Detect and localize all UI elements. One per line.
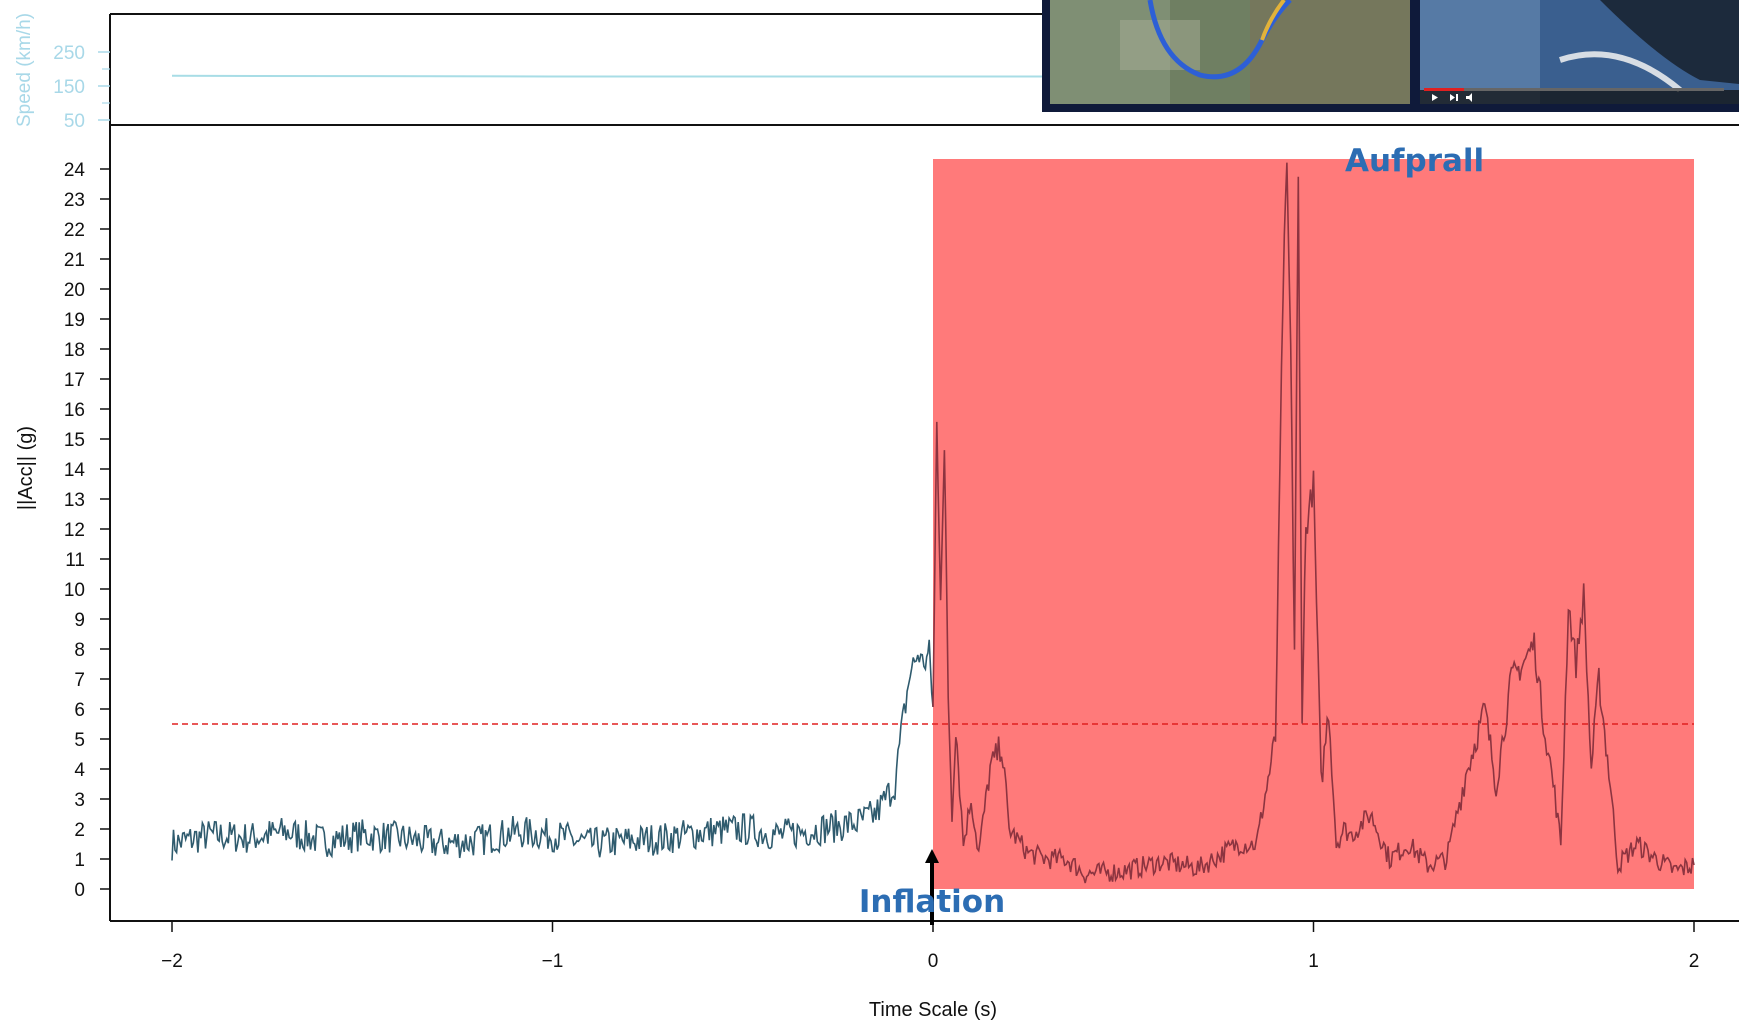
x-tick-label: 1	[1308, 951, 1319, 972]
y-tick-label: 17	[64, 370, 85, 391]
y-tick-label: 7	[74, 670, 85, 691]
y-tick-label: 22	[64, 220, 85, 241]
y-tick-label: 23	[64, 190, 85, 211]
x-tick-label: −1	[542, 951, 564, 972]
y-tick-label: 15	[64, 430, 85, 451]
acceleration-panel: 0123456789101112131415161718192021222324…	[15, 125, 1739, 1021]
x-tick-label: −2	[161, 951, 183, 972]
x-tick-label: 2	[1689, 951, 1700, 972]
impact-region	[933, 159, 1694, 889]
video-thumbnail[interactable]	[1414, 0, 1739, 112]
speed-axis-title: Speed (km/h)	[14, 13, 35, 127]
y-tick-label: 5	[74, 730, 85, 751]
y-tick-label: 4	[74, 760, 85, 781]
video-thumbnails	[1042, 0, 1739, 112]
y-tick-label: 11	[65, 550, 85, 571]
y-tick-label: 24	[64, 160, 86, 181]
y-tick-label: 16	[64, 400, 85, 421]
speed-tick-label: 250	[53, 43, 85, 64]
y-tick-label: 8	[74, 640, 85, 661]
y-tick-label: 14	[64, 460, 86, 481]
y-tick-label: 19	[64, 310, 85, 331]
impact-label: Aufprall	[1345, 143, 1484, 179]
y-tick-label: 6	[74, 700, 85, 721]
speed-tick-label: 50	[64, 111, 85, 132]
x-axis-ticks: −2 −1 0 1 2	[161, 921, 1699, 972]
y-tick-label: 9	[74, 610, 85, 631]
x-axis-title: Time Scale (s)	[869, 999, 997, 1021]
speed-series-line	[172, 76, 1123, 77]
y-axis-title: ||Acc|| (g)	[15, 426, 37, 510]
y-tick-label: 18	[64, 340, 85, 361]
map-thumbnail[interactable]	[1042, 0, 1414, 112]
y-tick-label: 2	[74, 820, 85, 841]
y-tick-label: 21	[64, 250, 85, 271]
y-tick-label: 10	[64, 580, 85, 601]
speed-tick-label: 150	[53, 77, 85, 98]
y-tick-label: 13	[64, 490, 85, 511]
inflation-label: Inflation	[859, 884, 1005, 920]
x-tick-label: 0	[928, 951, 939, 972]
speed-axis-ticks: 250 150 50	[53, 43, 110, 132]
y-tick-label: 3	[74, 790, 85, 811]
y-tick-label: 0	[74, 880, 85, 901]
y-tick-label: 20	[64, 280, 85, 301]
y-tick-label: 1	[74, 850, 85, 871]
y-tick-label: 12	[64, 520, 85, 541]
acceleration-series-line	[172, 640, 933, 861]
